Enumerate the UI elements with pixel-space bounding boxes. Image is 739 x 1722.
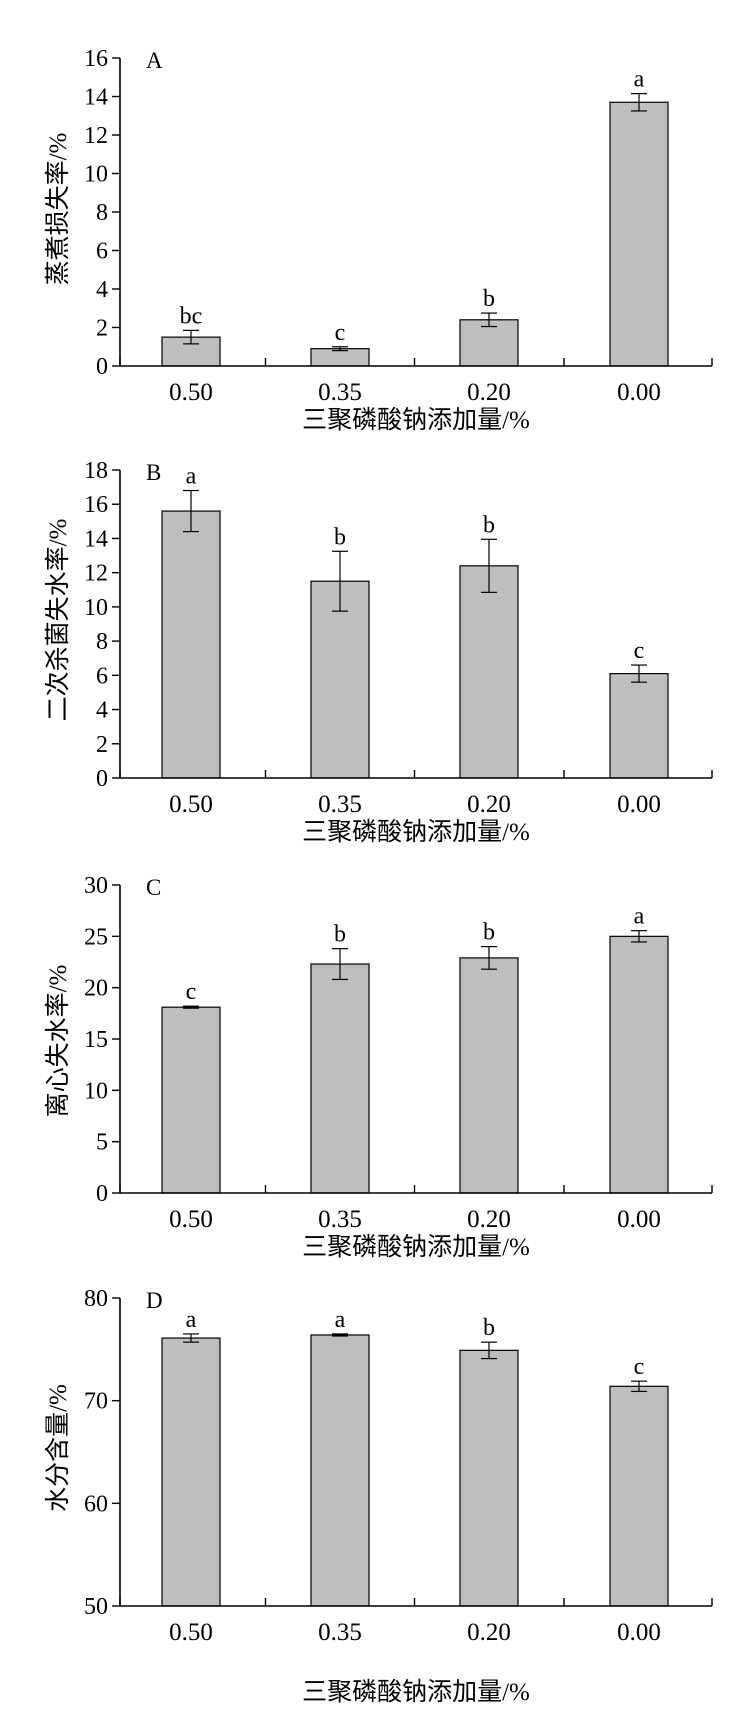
x-tick-label: 0.50 <box>169 379 213 406</box>
y-tick-label: 6 <box>96 663 108 689</box>
significance-label: b <box>483 286 495 312</box>
x-tick-label: 0.00 <box>617 379 661 406</box>
panel-letter: A <box>146 48 163 73</box>
significance-label: c <box>186 979 197 1005</box>
x-axis-label: 三聚磷酸钠添加量/% <box>302 1678 530 1706</box>
bar <box>459 565 519 779</box>
bar <box>310 580 370 779</box>
panel-c: C 离心失水率/% 三聚磷酸钠添加量/% <box>44 875 530 1261</box>
y-tick-label: 30 <box>84 873 108 899</box>
bar <box>459 957 519 1194</box>
x-tick-label: 0.50 <box>169 1619 213 1646</box>
bar <box>459 319 519 367</box>
x-axis-label: 三聚磷酸钠添加量/% <box>302 406 530 434</box>
panel-a: A 蒸煮损失率/% 三聚磷酸钠添加量/% <box>44 48 530 434</box>
panel-b: B 二次杀菌失水率/% 三聚磷酸钠添加量/% <box>44 460 530 846</box>
bar <box>161 1337 221 1607</box>
y-tick-label: 14 <box>84 85 108 111</box>
y-axis-label: 离心失水率/% <box>44 965 72 1118</box>
panel-letter: D <box>146 1288 163 1313</box>
y-tick-label: 6 <box>96 239 108 265</box>
y-tick-label: 14 <box>84 526 108 552</box>
significance-label: b <box>483 512 495 538</box>
x-tick-label: 0.00 <box>617 791 661 818</box>
x-tick-label: 0.20 <box>467 791 511 818</box>
y-tick-label: 12 <box>84 123 108 149</box>
y-tick-label: 10 <box>84 1078 108 1104</box>
y-axis-label: 蒸煮损失率/% <box>44 133 72 286</box>
x-tick-label: 0.50 <box>169 791 213 818</box>
significance-label: bc <box>180 303 203 329</box>
bar <box>310 348 370 367</box>
y-tick-label: 80 <box>84 1286 108 1312</box>
bar <box>609 1385 669 1607</box>
panel-letter: C <box>146 875 161 900</box>
x-tick-label: 0.20 <box>467 1206 511 1233</box>
significance-label: a <box>186 464 197 490</box>
y-tick-label: 4 <box>96 277 108 303</box>
x-tick-label: 0.35 <box>318 379 362 406</box>
bar <box>161 510 221 779</box>
bar <box>609 101 669 367</box>
panel-d: D 水分含量/% 三聚磷酸钠添加量/% <box>44 1288 530 1706</box>
y-tick-label: 2 <box>96 732 108 758</box>
y-tick-label: 4 <box>96 698 108 724</box>
y-tick-label: 50 <box>84 1594 108 1620</box>
significance-label: a <box>634 904 645 930</box>
y-axis-label: 水分含量/% <box>44 1384 72 1512</box>
bar <box>310 963 370 1194</box>
y-tick-label: 70 <box>84 1389 108 1415</box>
y-tick-label: 18 <box>84 458 108 484</box>
significance-label: b <box>483 1315 495 1341</box>
bar <box>609 935 669 1194</box>
y-tick-label: 12 <box>84 561 108 587</box>
significance-label: c <box>335 320 346 346</box>
y-tick-label: 0 <box>96 1181 108 1207</box>
y-tick-label: 2 <box>96 316 108 342</box>
y-tick-label: 15 <box>84 1027 108 1053</box>
bar <box>609 673 669 779</box>
significance-label: b <box>334 922 346 948</box>
y-tick-label: 10 <box>84 595 108 621</box>
x-tick-label: 0.50 <box>169 1206 213 1233</box>
significance-label: c <box>634 1354 645 1380</box>
bar <box>310 1334 370 1607</box>
x-tick-label: 0.35 <box>318 1619 362 1646</box>
y-tick-label: 16 <box>84 492 108 518</box>
significance-label: a <box>634 67 645 93</box>
x-tick-label: 0.20 <box>467 379 511 406</box>
y-axis-label: 二次杀菌失水率/% <box>44 519 72 722</box>
y-tick-label: 20 <box>84 976 108 1002</box>
y-tick-label: 60 <box>84 1491 108 1517</box>
y-tick-label: 25 <box>84 924 108 950</box>
y-tick-label: 8 <box>96 200 108 226</box>
x-tick-label: 0.35 <box>318 791 362 818</box>
x-axis-label: 三聚磷酸钠添加量/% <box>302 818 530 846</box>
significance-label: c <box>634 638 645 664</box>
y-tick-label: 8 <box>96 629 108 655</box>
x-tick-label: 0.35 <box>318 1206 362 1233</box>
x-tick-label: 0.00 <box>617 1619 661 1646</box>
significance-label: a <box>186 1307 197 1333</box>
y-tick-label: 0 <box>96 766 108 792</box>
bar <box>459 1349 519 1607</box>
significance-label: a <box>335 1307 346 1333</box>
y-tick-label: 10 <box>84 162 108 188</box>
significance-label: b <box>334 524 346 550</box>
y-tick-label: 0 <box>96 354 108 380</box>
significance-label: b <box>483 920 495 946</box>
y-tick-label: 16 <box>84 46 108 72</box>
x-axis-label: 三聚磷酸钠添加量/% <box>302 1233 530 1261</box>
x-tick-label: 0.20 <box>467 1619 511 1646</box>
panel-letter: B <box>146 460 161 485</box>
x-tick-label: 0.00 <box>617 1206 661 1233</box>
y-tick-label: 5 <box>96 1130 108 1156</box>
bar <box>161 1006 221 1194</box>
